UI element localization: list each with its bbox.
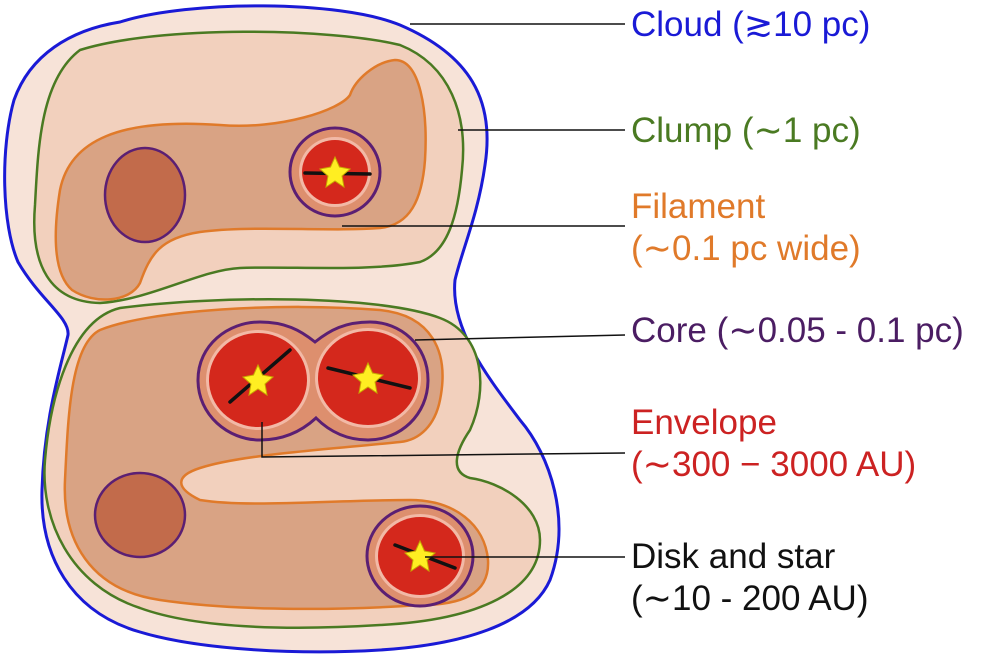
leader-core — [414, 334, 626, 341]
label-core-text: Core (∼0.05 - 0.1 pc) — [631, 311, 964, 350]
label-core: Core (∼0.05 - 0.1 pc) — [631, 310, 964, 352]
yellow-star-icon — [241, 363, 275, 397]
label-envelope: Envelope (∼300 − 3000 AU) — [631, 402, 916, 486]
label-disk: Disk and star (∼10 - 200 AU) — [631, 536, 868, 620]
label-disk-line2: (∼10 - 200 AU) — [631, 579, 869, 618]
yellow-star-icon — [351, 361, 385, 395]
label-clump-text: Clump (∼1 pc) — [631, 111, 861, 150]
leader-lines — [261, 23, 626, 558]
leader-envelope — [261, 422, 626, 458]
label-disk-line1: Disk and star — [631, 537, 836, 576]
yellow-star-icon — [318, 155, 352, 189]
label-envelope-line1: Envelope — [631, 403, 777, 442]
label-filament: Filament (∼0.1 pc wide) — [631, 186, 861, 270]
label-envelope-line2: (∼300 − 3000 AU) — [631, 445, 917, 484]
label-clump: Clump (∼1 pc) — [631, 110, 861, 152]
core-lower-right — [365, 504, 475, 608]
core-upper — [288, 126, 382, 218]
starless-core-lower — [93, 471, 187, 559]
label-cloud: Cloud (≳10 pc) — [631, 4, 870, 46]
yellow-star-icon — [403, 539, 437, 573]
label-cloud-text: Cloud (≳10 pc) — [631, 5, 871, 44]
double-core — [196, 320, 430, 442]
starless-core-upper — [103, 146, 187, 244]
label-filament-line1: Filament — [631, 187, 766, 226]
label-filament-line2: (∼0.1 pc wide) — [631, 229, 861, 268]
